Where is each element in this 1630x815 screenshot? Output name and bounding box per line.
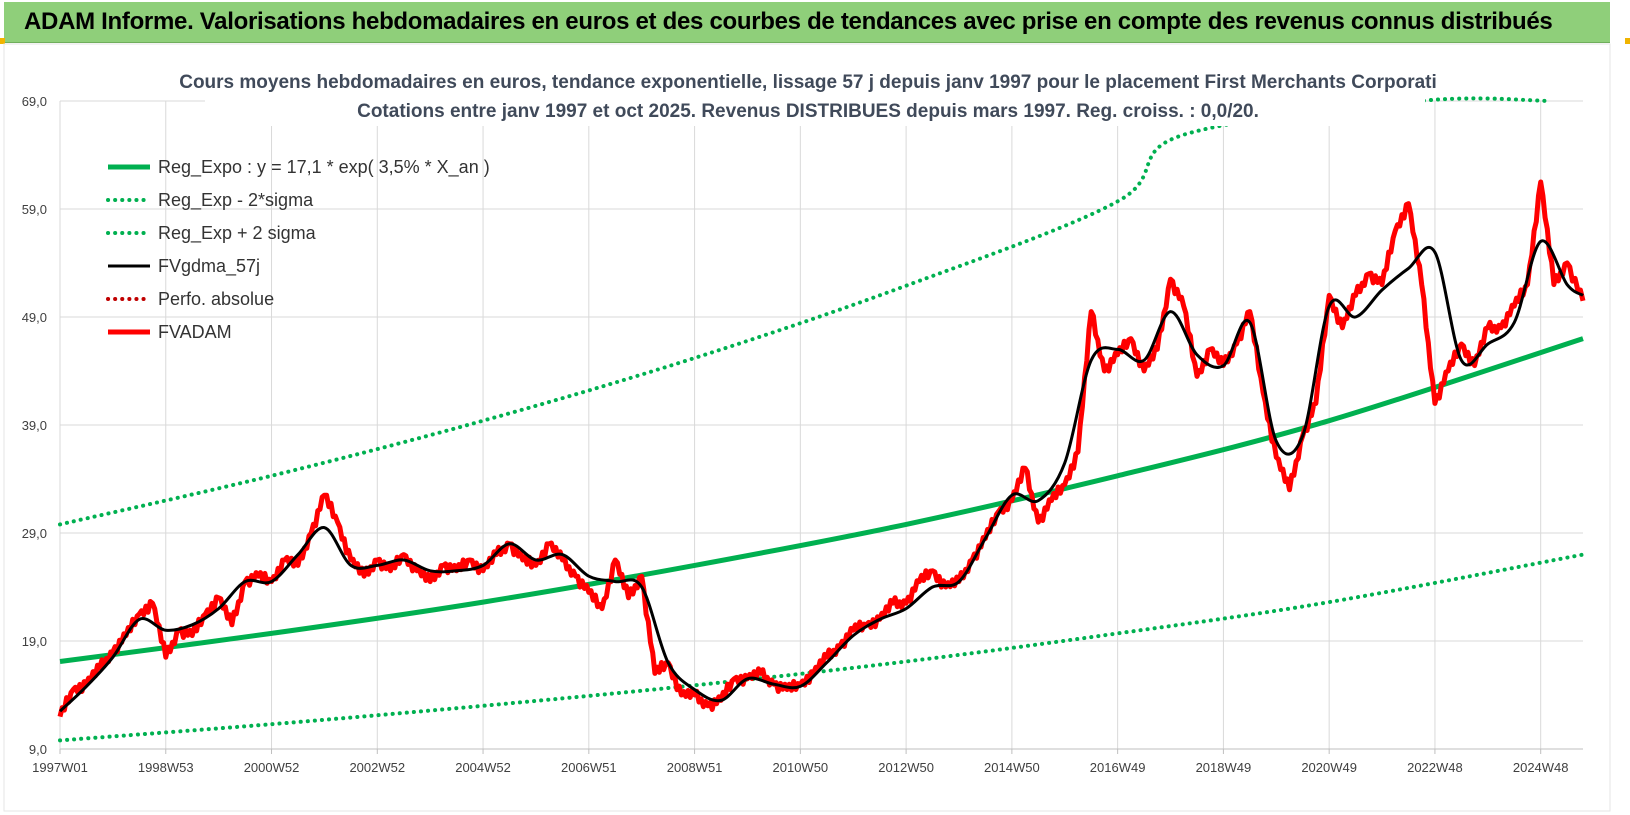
x-tick-label: 1998W53: [138, 760, 194, 775]
axes: 69,0 59,0 49,0 39,0 29,0 19,0 9,0 1997W01 1998W5…: [22, 94, 1583, 775]
x-tick-label: 2012W50: [878, 760, 934, 775]
y-tick-label: 19,0: [22, 634, 47, 649]
legend-label-4: Perfo. absolue: [158, 289, 274, 309]
header-banner: ADAM Informe. Valorisations hebdomadaire…: [4, 2, 1610, 43]
y-tick-label: 69,0: [22, 94, 47, 109]
x-tick-label: 2016W49: [1090, 760, 1146, 775]
legend-label-2: Reg_Exp + 2 sigma: [158, 223, 317, 244]
y-tick-label: 39,0: [22, 418, 47, 433]
y-tick-label: 59,0: [22, 202, 47, 217]
chart-title: Cours moyens hebdomadaires en euros, ten…: [179, 72, 1437, 93]
x-tick-label: 2018W49: [1196, 760, 1252, 775]
x-tick-label: 1997W01: [32, 760, 88, 775]
legend: Reg_Expo : y = 17,1 * exp( 3,5% * X_an )…: [106, 157, 490, 342]
x-tick-label: 2014W50: [984, 760, 1040, 775]
legend-label-3: FVgdma_57j: [158, 256, 260, 277]
corner-accent-left: [0, 38, 5, 44]
x-tick-label: 2024W48: [1513, 760, 1569, 775]
legend-label-5: FVADAM: [158, 322, 232, 342]
y-tick-label: 49,0: [22, 310, 47, 325]
x-tick-label: 2008W51: [667, 760, 723, 775]
x-tick-label: 2002W52: [349, 760, 405, 775]
legend-label-0: Reg_Expo : y = 17,1 * exp( 3,5% * X_an ): [158, 157, 490, 178]
header-title: ADAM Informe. Valorisations hebdomadaire…: [24, 8, 1553, 35]
series-line-0: [59, 336, 1584, 664]
corner-accent-right: [1625, 38, 1630, 44]
y-tick-label: 29,0: [22, 526, 47, 541]
x-tick-label: 2022W48: [1407, 760, 1463, 775]
title-backdrop: [205, 64, 1425, 126]
x-tick-label: 2006W51: [561, 760, 617, 775]
x-tick-label: 2020W49: [1301, 760, 1357, 775]
series-line-3: [58, 239, 1584, 713]
legend-label-1: Reg_Exp - 2*sigma: [158, 190, 314, 211]
x-tick-label: 2000W52: [244, 760, 300, 775]
x-tick-label: 2004W52: [455, 760, 511, 775]
y-tick-label: 9,0: [29, 742, 47, 757]
chart-subtitle: Cotations entre janv 1997 et oct 2025. R…: [357, 101, 1259, 122]
x-tick-label: 2010W50: [773, 760, 829, 775]
series-line-1: [58, 552, 1585, 743]
